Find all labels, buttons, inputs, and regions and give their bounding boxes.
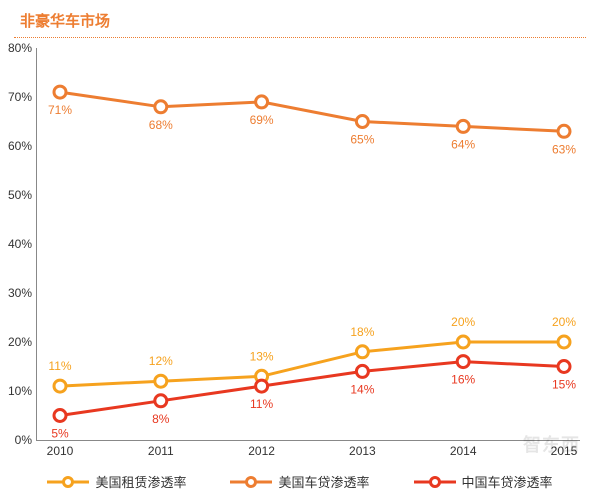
y-tick-label: 30% <box>8 286 36 300</box>
y-tick-label: 20% <box>8 335 36 349</box>
value-label: 65% <box>350 133 374 147</box>
series-marker <box>558 125 570 137</box>
value-label: 14% <box>350 382 374 396</box>
series-marker <box>54 86 66 98</box>
legend-item: 美国车贷渗透率 <box>230 472 369 491</box>
series-line <box>60 362 564 416</box>
value-label: 15% <box>552 378 576 392</box>
y-tick-label: 40% <box>8 237 36 251</box>
value-label: 69% <box>250 113 274 127</box>
x-axis <box>36 440 580 441</box>
series-marker <box>54 380 66 392</box>
value-label: 20% <box>552 315 576 329</box>
series-marker <box>155 375 167 387</box>
series-marker <box>457 356 469 368</box>
value-label: 63% <box>552 142 576 156</box>
series-marker <box>558 361 570 373</box>
series-marker <box>457 336 469 348</box>
series-marker <box>54 410 66 422</box>
x-tick-label: 2014 <box>450 440 477 458</box>
series-marker <box>356 346 368 358</box>
y-tick-label: 10% <box>8 384 36 398</box>
value-label: 64% <box>451 137 475 151</box>
series-marker <box>558 336 570 348</box>
series-marker <box>457 120 469 132</box>
value-label: 71% <box>48 103 72 117</box>
title-divider <box>14 37 586 38</box>
y-tick-label: 80% <box>8 41 36 55</box>
chart-svg: 11% 12% 13% 18% 20% 20% 71% 68% 69% 65% 64% 63% 5% 8%… <box>36 48 580 440</box>
y-tick-label: 0% <box>15 433 36 447</box>
legend-swatch <box>414 475 456 489</box>
value-label: 5% <box>51 427 69 441</box>
series-marker <box>155 101 167 113</box>
y-tick-label: 50% <box>8 188 36 202</box>
value-label: 11% <box>250 397 273 411</box>
value-label: 20% <box>451 315 475 329</box>
x-tick-label: 2010 <box>47 440 74 458</box>
legend-swatch <box>47 475 89 489</box>
x-tick-label: 2011 <box>148 440 174 458</box>
y-tick-label: 70% <box>8 90 36 104</box>
series-marker <box>356 365 368 377</box>
x-tick-label: 2013 <box>349 440 376 458</box>
value-label: 13% <box>250 349 274 363</box>
value-label: 11% <box>48 359 71 373</box>
chart-title: 非豪华车市场 <box>0 0 600 31</box>
y-tick-label: 60% <box>8 139 36 153</box>
series-marker <box>256 380 268 392</box>
series-marker <box>356 116 368 128</box>
series-marker <box>256 96 268 108</box>
legend-swatch <box>230 475 272 489</box>
value-label: 68% <box>149 118 173 132</box>
legend-item: 美国租赁渗透率 <box>47 472 186 491</box>
legend-label: 美国租赁渗透率 <box>95 472 186 491</box>
value-label: 8% <box>152 412 170 426</box>
value-label: 16% <box>451 373 475 387</box>
legend-item: 中国车贷渗透率 <box>414 472 553 491</box>
legend: 美国租赁渗透率 美国车贷渗透率 中国车贷渗透率 <box>0 472 600 491</box>
legend-label: 中国车贷渗透率 <box>462 472 553 491</box>
legend-label: 美国车贷渗透率 <box>278 472 369 491</box>
chart-plot-area: 11% 12% 13% 18% 20% 20% 71% 68% 69% 65% 64% 63% 5% 8%… <box>36 48 580 440</box>
x-tick-label: 2012 <box>248 440 275 458</box>
value-label: 18% <box>350 325 374 339</box>
value-label: 12% <box>149 354 173 368</box>
watermark: 智东西 <box>523 431 580 457</box>
series-line <box>60 92 564 131</box>
series-marker <box>155 395 167 407</box>
